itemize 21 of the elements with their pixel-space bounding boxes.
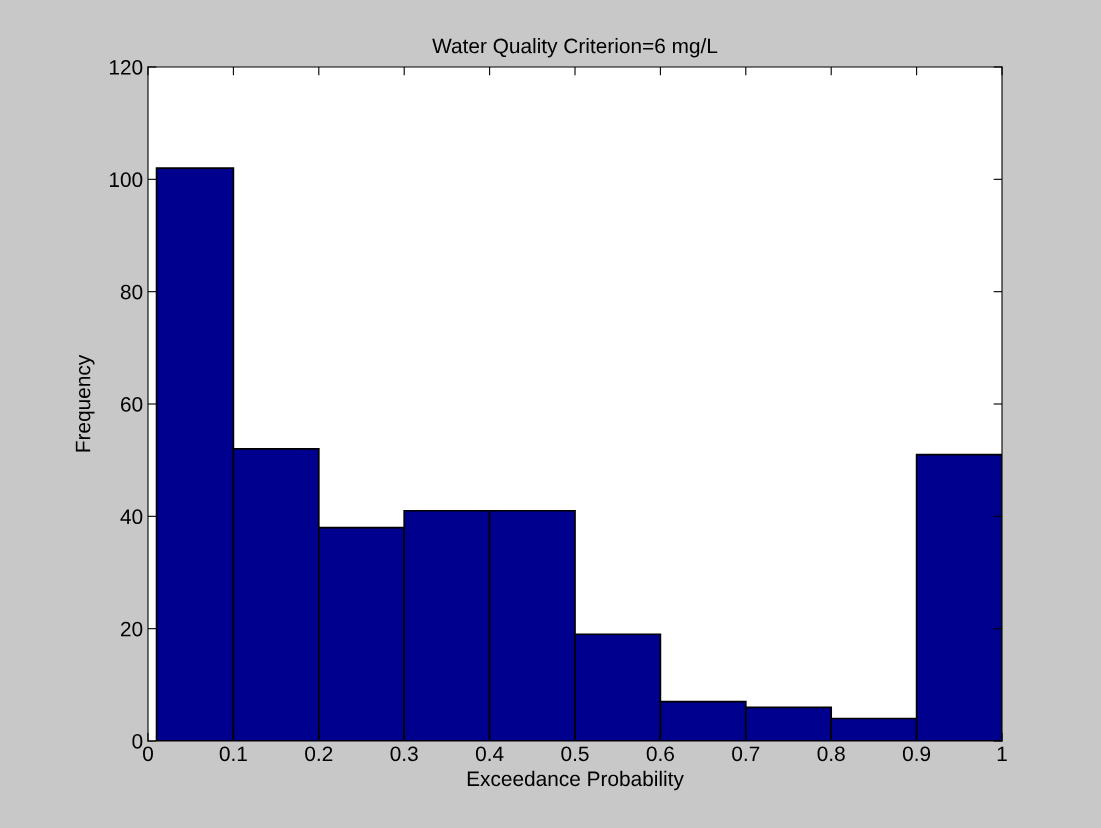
x-tick-label: 0.4	[475, 746, 504, 762]
x-tick-label: 0.6	[646, 746, 674, 762]
x-tick-label: 0.7	[732, 746, 760, 762]
chart-title: Water Quality Criterion=6 mg/L	[432, 38, 718, 58]
y-axis-title: Frequency	[75, 354, 95, 452]
y-tick-label: 0	[132, 734, 143, 749]
y-tick-label: 80	[120, 284, 143, 300]
x-tick-label: 0	[143, 746, 153, 762]
x-tick-label: 0.8	[817, 746, 845, 762]
x-tick-label: 0.1	[219, 746, 247, 762]
x-tick-label: 0.5	[561, 746, 589, 762]
y-tick-label: 100	[109, 172, 143, 188]
y-tick-label: 20	[121, 621, 143, 637]
y-tick-label: 60	[121, 397, 143, 412]
x-tick-label: 0.2	[305, 746, 333, 762]
x-tick-label: 1	[997, 746, 1007, 761]
y-tick-label: 40	[120, 509, 143, 525]
x-axis-title: Exceedance Probability	[467, 770, 684, 791]
y-tick-label: 120	[109, 60, 143, 75]
x-tick-label: 0.9	[902, 746, 931, 762]
x-tick-label: 0.3	[390, 746, 418, 762]
